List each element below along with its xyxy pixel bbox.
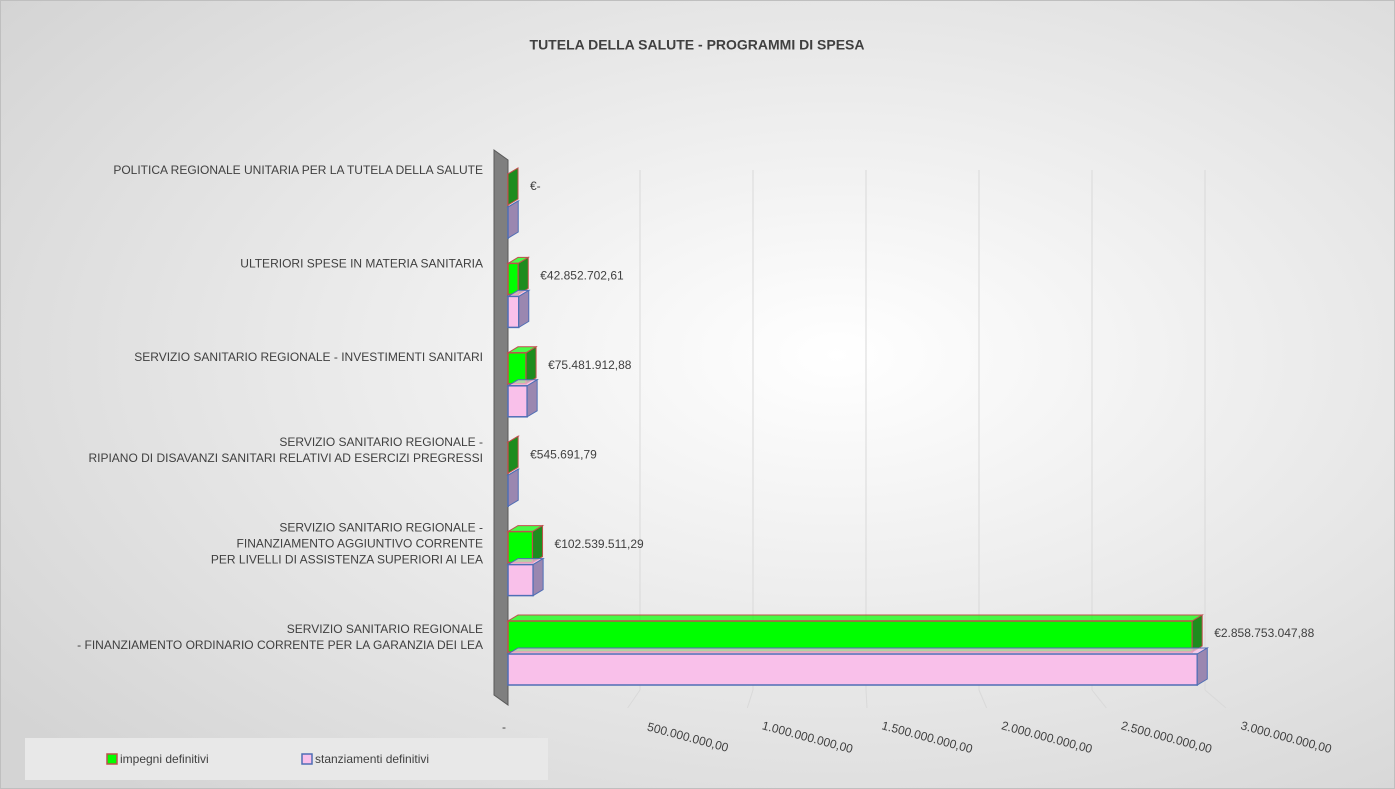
bar-face	[506, 647, 1210, 655]
data-label: €2.858.753.047,88	[1214, 626, 1314, 640]
legend-label: stanziamenti definitivi	[315, 752, 429, 766]
bar-face	[507, 620, 1193, 653]
bar-face	[507, 167, 519, 206]
data-label: €102.539.511,29	[555, 537, 645, 551]
y-tick-label: SERVIZIO SANITARIO REGIONALE -RIPIANO DI…	[88, 435, 483, 465]
y-tick-label: SERVIZIO SANITARIO REGIONALE -FINANZIAME…	[211, 521, 483, 567]
legend-box	[25, 738, 548, 780]
bar	[506, 614, 1205, 653]
bar	[506, 200, 521, 239]
bar-face	[1191, 614, 1203, 653]
bar-face	[518, 289, 530, 329]
legend-swatch	[106, 753, 118, 765]
floor-grid-line	[627, 689, 641, 709]
bar-face	[507, 468, 519, 508]
legend-label: impegni definitivi	[120, 752, 209, 766]
bar-face	[507, 295, 520, 329]
bar-face	[507, 262, 520, 296]
bar-face	[517, 256, 529, 296]
bar-face	[532, 524, 544, 564]
left-wall	[493, 149, 509, 706]
bar-face	[526, 378, 538, 418]
data-label: €-	[530, 179, 541, 193]
chart-title: TUTELA DELLA SALUTE - PROGRAMMI DI SPESA	[530, 37, 865, 53]
y-tick-label: SERVIZIO SANITARIO REGIONALE - INVESTIME…	[134, 350, 483, 364]
data-label: €545.691,79	[530, 447, 597, 461]
floor-grid-line	[1091, 689, 1107, 709]
bar-face	[507, 530, 534, 564]
bar-face	[532, 557, 544, 597]
floor-grid-line	[746, 689, 754, 709]
bar	[506, 557, 545, 597]
bar	[507, 167, 519, 206]
bar	[506, 435, 520, 475]
bar-face	[507, 435, 519, 475]
bar-face	[1196, 647, 1208, 686]
bar-face	[525, 345, 537, 385]
bar-face	[507, 653, 1199, 686]
bar	[506, 345, 538, 385]
bar-face	[506, 614, 1205, 622]
bar	[506, 468, 521, 508]
data-label: €42.852.702,61	[540, 269, 624, 283]
bar-face	[507, 563, 534, 597]
bar-face	[507, 385, 528, 418]
bar-face	[507, 352, 527, 385]
floor-grid-line	[978, 689, 988, 709]
y-tick-label: SERVIZIO SANITARIO REGIONALE - FINANZIAME…	[77, 622, 483, 652]
bar	[506, 647, 1210, 686]
x-tick-label: -	[502, 720, 506, 734]
y-tick-label: POLITICA REGIONALE UNITARIA PER LA TUTEL…	[113, 163, 483, 177]
floor-grid-line	[1204, 689, 1227, 709]
bar	[506, 289, 531, 329]
bar	[506, 256, 531, 296]
legend-swatch	[301, 753, 313, 765]
data-label: €75.481.912,88	[548, 358, 632, 372]
y-tick-label: ULTERIORI SPESE IN MATERIA SANITARIA	[240, 257, 483, 271]
bar	[506, 524, 545, 564]
floor-grid-line	[865, 689, 868, 709]
bar	[506, 378, 539, 418]
bar-face	[507, 200, 519, 239]
